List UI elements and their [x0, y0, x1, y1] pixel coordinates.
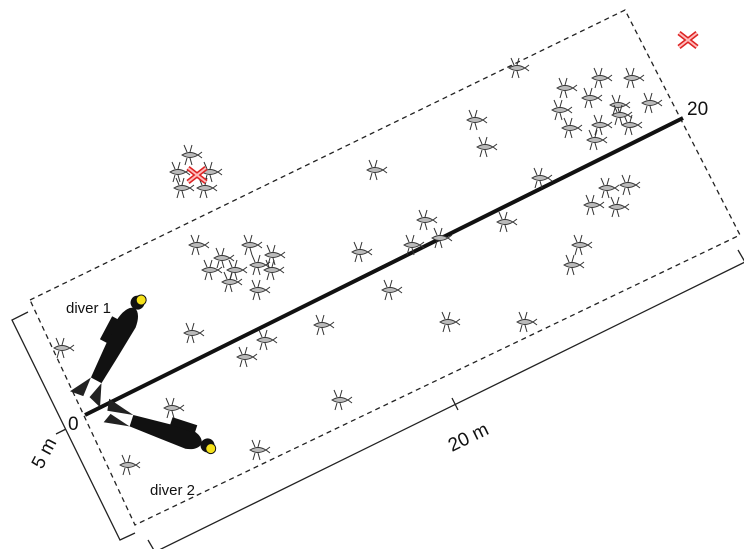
fish: [184, 323, 204, 343]
fish: [557, 78, 577, 98]
fish: [120, 455, 140, 475]
fish: [592, 68, 612, 88]
fish: [197, 178, 217, 198]
fish: [202, 260, 222, 280]
fish: [237, 347, 257, 367]
fish: [609, 197, 629, 217]
removed-marker: [679, 33, 697, 47]
fish: [552, 100, 572, 120]
end-label: 20: [687, 99, 708, 120]
fish: [170, 162, 190, 182]
fish: [182, 145, 202, 165]
transect-line: [85, 118, 683, 415]
fish: [314, 315, 334, 335]
fish-group: [54, 58, 662, 475]
length-label: 20 m: [445, 419, 492, 456]
fish: [564, 255, 584, 275]
fish: [612, 105, 632, 125]
fish: [432, 228, 452, 248]
diver-label: diver 2: [150, 482, 195, 499]
fish: [417, 210, 437, 230]
fish: [642, 93, 662, 113]
diver-label: diver 1: [66, 300, 111, 317]
transect-diagram: diver 1 diver 2 0 20 20 m 5 m: [0, 0, 744, 549]
fish: [332, 390, 352, 410]
fish: [440, 312, 460, 332]
fish: [227, 260, 247, 280]
fish: [620, 175, 640, 195]
fish: [367, 160, 387, 180]
fish: [584, 195, 604, 215]
fish: [477, 137, 497, 157]
fish: [265, 245, 285, 265]
fish: [222, 272, 242, 292]
fish: [582, 88, 602, 108]
fish: [257, 330, 277, 350]
fish: [164, 398, 184, 418]
fish: [624, 68, 644, 88]
fish: [467, 110, 487, 130]
fish: [250, 280, 270, 300]
fish: [189, 235, 209, 255]
fish: [599, 178, 619, 198]
length-bracket: [148, 250, 744, 549]
removed-marker: [188, 168, 206, 182]
fish: [587, 130, 607, 150]
fish: [54, 338, 74, 358]
fish: [382, 280, 402, 300]
fish: [497, 212, 517, 232]
fish: [352, 242, 372, 262]
fish: [562, 118, 582, 138]
fish: [572, 235, 592, 255]
fish: [592, 115, 612, 135]
width-label: 5 m: [28, 435, 61, 473]
fish: [517, 312, 537, 332]
fish: [242, 235, 262, 255]
start-label: 0: [68, 414, 79, 435]
fish: [250, 440, 270, 460]
diver-2: [102, 397, 221, 458]
